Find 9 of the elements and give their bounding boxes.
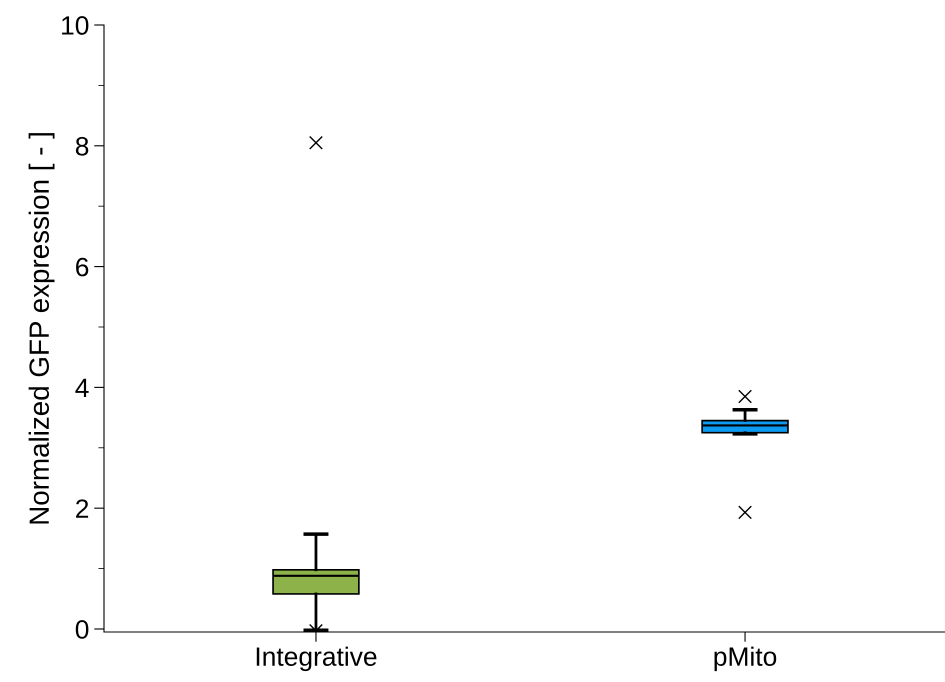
y-tick-label: 10 [62, 16, 88, 35]
y-axis-title: Normalized GFP expression [ - ] [28, 133, 55, 524]
y-tick-label: 6 [76, 258, 88, 276]
y-tick-label: 4 [75, 378, 89, 397]
y-tick-label: 2 [76, 499, 88, 518]
x-tick-label: pMito [714, 646, 776, 672]
y-tick-label: 0 [76, 620, 88, 639]
y-tick-label: 8 [76, 136, 88, 156]
x-tick-label: Integrative [256, 646, 376, 672]
